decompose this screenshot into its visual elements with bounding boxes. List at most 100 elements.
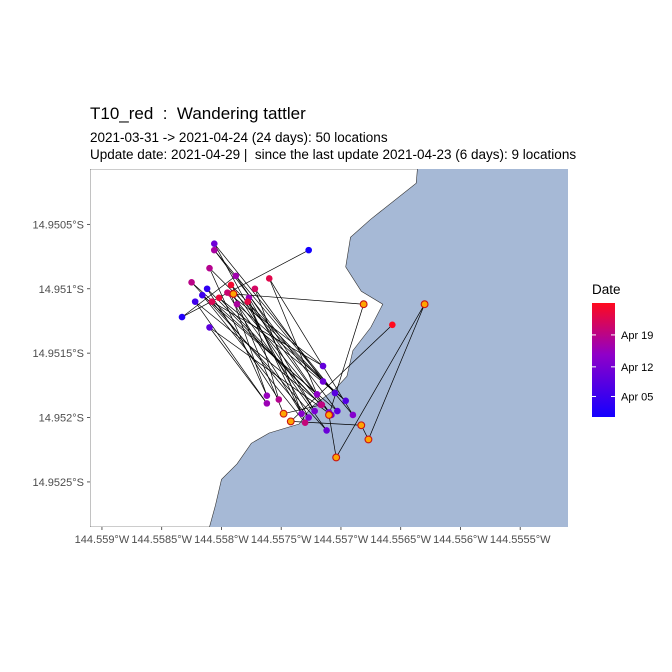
y-tick-label: 14.9525°S (33, 477, 85, 489)
track-segment (233, 293, 364, 305)
track-segment (209, 327, 268, 404)
x-tick-label: 144.556°W (433, 534, 488, 546)
location-point (233, 300, 241, 308)
x-tick-label: 144.5555°W (490, 534, 551, 546)
x-tick-label: 144.5585°W (131, 534, 192, 546)
location-point (244, 298, 252, 305)
track-segment (268, 278, 318, 395)
location-point (263, 400, 271, 407)
track-segment (248, 297, 315, 412)
location-point (389, 321, 396, 329)
x-tick-label: 144.5565°W (370, 534, 431, 546)
track-lines (181, 243, 425, 458)
track-segment (206, 288, 321, 405)
y-axis: 14.9505°S 14.951°S 14.9515°S 14.952°S 14.952… (33, 219, 90, 489)
track-segment (211, 301, 324, 367)
x-tick-label: 144.559°W (75, 534, 130, 546)
recent-location-point (332, 453, 341, 462)
location-point (305, 414, 312, 421)
y-tick-label: 14.9505°S (33, 219, 85, 231)
track-segment (254, 288, 306, 423)
location-point (263, 392, 271, 399)
track-segment (206, 288, 280, 400)
location-point (265, 275, 273, 282)
track-segment (214, 243, 336, 394)
track-segment (328, 414, 337, 458)
location-point (203, 285, 211, 293)
legend-title: Date (592, 282, 621, 297)
location-point (232, 272, 240, 280)
recent-location-point (364, 435, 373, 444)
track-segment (368, 304, 425, 440)
track-segment (236, 303, 346, 402)
track-segment (290, 324, 393, 422)
plot-subtitle-update: Update date: 2021-04-29 | since the last… (90, 147, 577, 162)
location-point (331, 389, 339, 397)
location-point (178, 313, 186, 321)
location-point (319, 362, 327, 370)
recent-location-point (325, 411, 333, 419)
location-points (178, 240, 429, 462)
location-point (342, 397, 350, 405)
location-point (227, 281, 235, 289)
location-point (305, 246, 312, 254)
location-point (210, 240, 218, 247)
track-segment (209, 268, 268, 396)
track-segment (181, 249, 309, 318)
track-segment (181, 275, 237, 318)
location-point (206, 264, 213, 272)
plot-subtitle-range: 2021-03-31 -> 2021-04-24 (24 days): 50 l… (90, 130, 388, 145)
x-axis: 144.559°W 144.5585°W 144.558°W 144.5575°W 14… (75, 527, 551, 546)
land-polygon (90, 169, 418, 527)
location-point (210, 246, 218, 254)
track-segment (191, 282, 327, 431)
location-point (298, 410, 305, 417)
track-segment (227, 292, 302, 414)
x-tick-label: 144.557°W (314, 534, 369, 546)
location-point (318, 401, 326, 408)
y-tick-label: 14.952°S (39, 413, 84, 425)
track-segment (211, 301, 309, 418)
location-point (206, 324, 213, 331)
track-segment (194, 301, 268, 404)
track-segment (283, 404, 322, 415)
legend-label: Apr 12 (621, 362, 653, 374)
recent-location-point (420, 300, 429, 309)
location-point (188, 279, 195, 286)
recent-location-point (286, 417, 295, 426)
location-point (301, 419, 309, 426)
y-tick-label: 14.9515°S (33, 348, 85, 360)
location-point (199, 291, 206, 299)
recent-location-point (279, 409, 288, 418)
location-point (208, 298, 216, 305)
legend-label: Apr 19 (621, 330, 653, 342)
location-point (191, 298, 199, 305)
x-tick-label: 144.558°W (194, 534, 249, 546)
y-tick-label: 14.951°S (39, 284, 84, 296)
location-point (215, 294, 223, 302)
legend-label: Apr 05 (621, 391, 653, 403)
date-legend: Date Apr 19 Apr 12 Apr 05 (592, 282, 653, 417)
track-segment (328, 304, 364, 416)
track-segment (247, 301, 302, 414)
location-point (323, 427, 330, 434)
location-point (349, 411, 357, 419)
location-point (313, 391, 321, 398)
location-point (334, 407, 341, 415)
track-segment (227, 292, 324, 367)
legend-colorbar (592, 303, 615, 417)
track-segment (233, 293, 284, 414)
track-segment (209, 327, 332, 416)
track-segment (268, 278, 354, 416)
location-point (319, 378, 327, 385)
x-tick-label: 144.5575°W (251, 534, 312, 546)
recent-location-point (359, 300, 368, 309)
recent-location-point (357, 421, 366, 430)
location-point (275, 396, 283, 403)
location-point (311, 407, 318, 415)
plot-title: T10_red : Wandering tattler (90, 104, 306, 123)
recent-location-point (229, 289, 238, 298)
location-point (224, 289, 231, 296)
track-segment (335, 304, 425, 458)
